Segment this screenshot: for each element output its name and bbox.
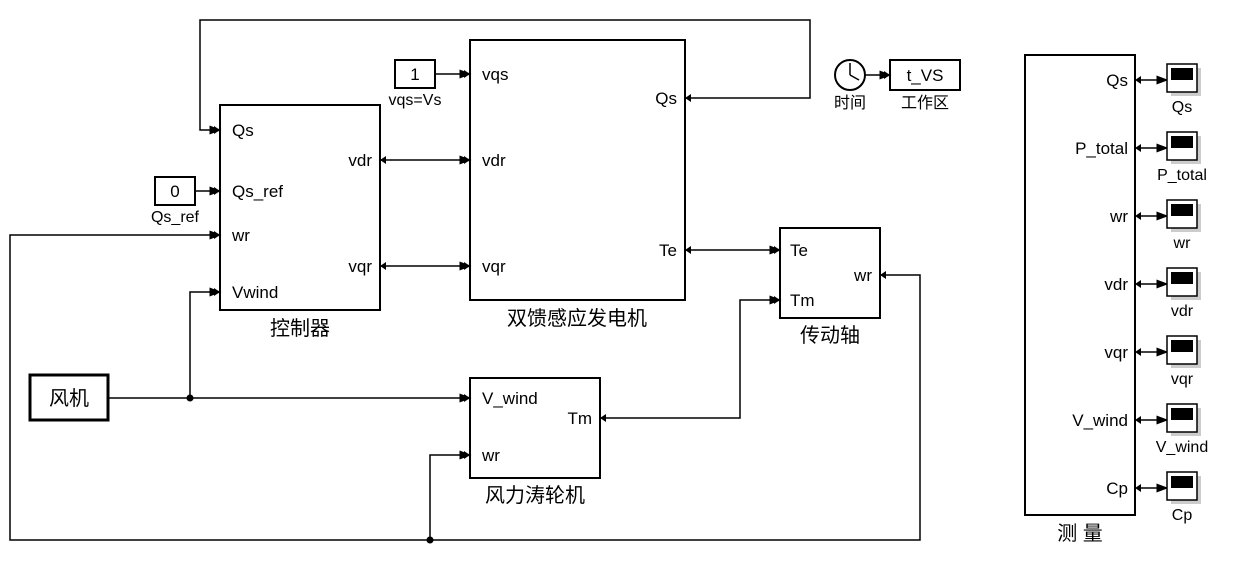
to-ws-var: t_VS xyxy=(907,66,944,85)
measure-label: 测 量 xyxy=(1057,522,1103,545)
scope-label: Cp xyxy=(1172,507,1193,524)
junction-dot xyxy=(427,537,434,544)
dfig-block: vqs vdr vqr Qs Te 双馈感应发电机 xyxy=(464,40,691,330)
dfig-label: 双馈感应发电机 xyxy=(507,307,647,330)
to-workspace-block: t_VS 工作区 xyxy=(884,60,960,112)
scope-vdr: vdr xyxy=(1167,268,1201,320)
scope-p_total: P_total xyxy=(1157,132,1207,184)
scope-vqr: vqr xyxy=(1167,336,1201,388)
dfig-in-vqr: vqr xyxy=(482,257,506,276)
measure-out-wr: wr xyxy=(1109,207,1128,226)
scope-label: P_total xyxy=(1157,167,1207,184)
qs-ref-constant-block: 0 Qs_ref xyxy=(151,177,200,226)
shaft-block: Te Tm wr 传动轴 xyxy=(774,228,886,347)
clock-block: 时间 xyxy=(834,60,866,112)
to-ws-label: 工作区 xyxy=(901,94,949,112)
qs-ref-value: 0 xyxy=(170,182,179,201)
scope-cp: Cp xyxy=(1167,472,1201,524)
controller-in-qs: Qs xyxy=(232,121,254,140)
controller-in-vwind: Vwind xyxy=(232,283,278,302)
controller-block: Qs Qs_ref wr Vwind vdr vqr 控制器 xyxy=(214,105,386,340)
shaft-out-wr: wr xyxy=(853,266,872,285)
turbine-in-vwind: V_wind xyxy=(482,389,538,408)
controller-in-qs-ref: Qs_ref xyxy=(232,182,283,201)
clock-label: 时间 xyxy=(834,94,866,112)
controller-out-vqr: vqr xyxy=(348,257,372,276)
fan-block: 风机 xyxy=(30,375,108,420)
wire-fan_to_vwind_ctrl xyxy=(190,292,220,398)
shaft-label: 传动轴 xyxy=(800,324,860,347)
scope-label: vdr xyxy=(1171,303,1194,320)
vqs-value: 1 xyxy=(410,65,419,84)
scope-label: Qs xyxy=(1172,99,1192,116)
scope-label: wr xyxy=(1173,235,1192,252)
dfig-in-vqs: vqs xyxy=(482,65,508,84)
scope-v_wind: V_wind xyxy=(1156,404,1208,456)
measure-out-v_wind: V_wind xyxy=(1072,411,1128,430)
dfig-in-vdr: vdr xyxy=(482,151,506,170)
scope-qs: Qs xyxy=(1167,64,1201,116)
turbine-label: 风力涛轮机 xyxy=(485,484,585,507)
dfig-out-te: Te xyxy=(659,241,677,260)
scope-label: vqr xyxy=(1171,371,1194,388)
measure-out-cp: Cp xyxy=(1106,479,1128,498)
vqs-constant-block: 1 vqs=Vs xyxy=(389,60,442,109)
controller-out-vdr: vdr xyxy=(348,151,372,170)
measure-out-vqr: vqr xyxy=(1104,343,1128,362)
wire-wr_to_turbine xyxy=(430,455,470,540)
controller-in-wr: wr xyxy=(231,226,250,245)
turbine-out-tm: Tm xyxy=(567,409,592,428)
controller-label: 控制器 xyxy=(270,317,330,340)
shaft-in-te: Te xyxy=(790,241,808,260)
junction-dot xyxy=(187,395,194,402)
turbine-block: V_wind wr Tm 风力涛轮机 xyxy=(464,378,606,507)
measure-out-qs: Qs xyxy=(1106,71,1128,90)
measure-out-p_total: P_total xyxy=(1075,139,1128,158)
qs-ref-label: Qs_ref xyxy=(151,209,200,226)
turbine-in-wr: wr xyxy=(481,446,500,465)
measure-block: 测 量 xyxy=(1025,55,1135,545)
scope-wr: wr xyxy=(1167,200,1201,252)
measure-out-vdr: vdr xyxy=(1104,275,1128,294)
vqs-label: vqs=Vs xyxy=(389,92,442,109)
fan-label: 风机 xyxy=(49,387,89,410)
shaft-in-tm: Tm xyxy=(790,291,815,310)
scope-label: V_wind xyxy=(1156,439,1208,456)
dfig-out-qs: Qs xyxy=(655,89,677,108)
